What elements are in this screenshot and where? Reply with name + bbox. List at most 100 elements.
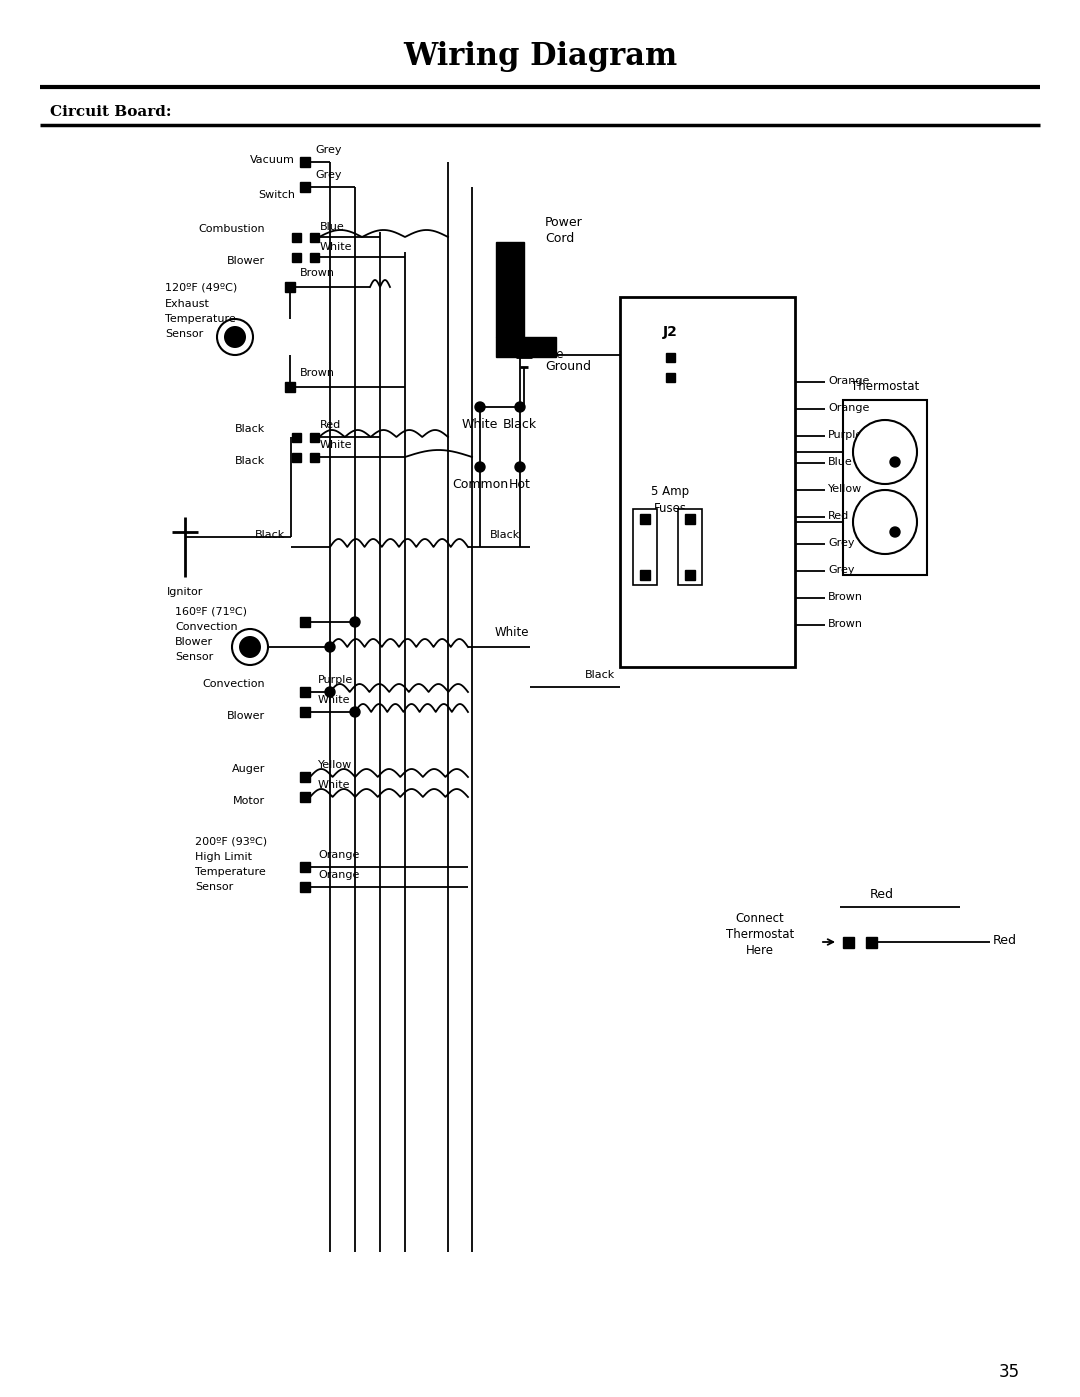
Text: 35: 35 bbox=[999, 1363, 1020, 1382]
Bar bbox=[665, 352, 675, 362]
Text: Combustion: Combustion bbox=[199, 224, 265, 235]
Text: Fuses: Fuses bbox=[653, 503, 687, 515]
Text: Temperature: Temperature bbox=[195, 868, 266, 877]
Text: Brown: Brown bbox=[300, 367, 335, 379]
Text: Black: Black bbox=[255, 529, 285, 541]
Bar bbox=[678, 509, 702, 585]
Text: Blue: Blue bbox=[320, 222, 345, 232]
Circle shape bbox=[890, 527, 900, 536]
Text: Black: Black bbox=[234, 455, 265, 467]
Text: Motor: Motor bbox=[233, 796, 265, 806]
Bar bbox=[866, 936, 877, 947]
Text: Orange: Orange bbox=[828, 376, 869, 386]
Bar bbox=[685, 514, 696, 524]
Bar bbox=[496, 337, 556, 358]
Text: White: White bbox=[320, 440, 352, 450]
Text: Black: Black bbox=[490, 529, 521, 541]
Text: Yellow: Yellow bbox=[828, 483, 862, 495]
Text: 200ºF (93ºC): 200ºF (93ºC) bbox=[195, 837, 267, 847]
Text: 5 Amp: 5 Amp bbox=[651, 486, 689, 499]
Text: Blue: Blue bbox=[828, 457, 853, 467]
Text: 5 V DC: 5 V DC bbox=[865, 398, 905, 411]
Circle shape bbox=[853, 490, 917, 555]
Text: Grey: Grey bbox=[828, 538, 854, 548]
Bar bbox=[292, 253, 300, 261]
Circle shape bbox=[350, 707, 360, 717]
Text: Sensor: Sensor bbox=[175, 652, 213, 662]
Circle shape bbox=[325, 687, 335, 697]
Text: White: White bbox=[495, 626, 529, 640]
Text: Thermostat: Thermostat bbox=[851, 380, 919, 394]
Text: Convection: Convection bbox=[175, 622, 238, 631]
Bar bbox=[640, 514, 650, 524]
Bar bbox=[300, 882, 310, 893]
Circle shape bbox=[224, 326, 246, 348]
Text: Ground: Ground bbox=[545, 360, 591, 373]
Bar bbox=[285, 282, 295, 292]
Bar bbox=[843, 936, 854, 947]
Text: Auger: Auger bbox=[231, 764, 265, 774]
Bar bbox=[685, 570, 696, 580]
Bar bbox=[300, 862, 310, 872]
Text: Black: Black bbox=[234, 425, 265, 434]
Text: Grey: Grey bbox=[315, 170, 341, 180]
Bar bbox=[665, 373, 675, 381]
Text: Brown: Brown bbox=[828, 619, 863, 629]
Text: Wiring Diagram: Wiring Diagram bbox=[403, 42, 677, 73]
Bar bbox=[310, 232, 319, 242]
Circle shape bbox=[325, 643, 335, 652]
Bar bbox=[496, 242, 524, 337]
Text: Red: Red bbox=[828, 511, 849, 521]
Text: Power: Power bbox=[545, 215, 583, 229]
Text: White: White bbox=[320, 242, 352, 251]
Bar bbox=[292, 232, 300, 242]
Text: Temperature: Temperature bbox=[165, 314, 235, 324]
Text: Orange: Orange bbox=[318, 849, 360, 861]
Text: Connect: Connect bbox=[735, 912, 784, 925]
Circle shape bbox=[350, 617, 360, 627]
Text: Purple: Purple bbox=[828, 430, 863, 440]
Bar bbox=[310, 253, 319, 261]
Circle shape bbox=[475, 402, 485, 412]
Text: Sensor: Sensor bbox=[195, 882, 233, 893]
Circle shape bbox=[475, 462, 485, 472]
Text: Brown: Brown bbox=[300, 268, 335, 278]
Circle shape bbox=[217, 319, 253, 355]
Bar bbox=[633, 509, 657, 585]
Text: Blower: Blower bbox=[227, 256, 265, 265]
Text: Circuit Board:: Circuit Board: bbox=[50, 105, 172, 119]
Text: White: White bbox=[530, 348, 565, 360]
Circle shape bbox=[515, 462, 525, 472]
Text: Exhaust: Exhaust bbox=[165, 299, 210, 309]
Text: White: White bbox=[462, 419, 498, 432]
Text: Red: Red bbox=[320, 420, 341, 430]
Text: Black: Black bbox=[585, 671, 616, 680]
Text: Black: Black bbox=[503, 419, 537, 432]
Bar bbox=[292, 433, 300, 441]
Bar bbox=[310, 453, 319, 461]
Text: J2: J2 bbox=[662, 326, 677, 339]
Text: 120ºF (49ºC): 120ºF (49ºC) bbox=[165, 282, 238, 292]
Bar bbox=[300, 156, 310, 168]
Bar bbox=[292, 453, 300, 461]
Bar bbox=[285, 381, 295, 393]
Text: 160ºF (71ºC): 160ºF (71ºC) bbox=[175, 608, 247, 617]
Text: Ignitor: Ignitor bbox=[166, 587, 203, 597]
Text: Here: Here bbox=[746, 944, 774, 957]
Text: Purple: Purple bbox=[318, 675, 353, 685]
Bar bbox=[300, 182, 310, 191]
Bar bbox=[843, 400, 927, 576]
Text: Vacuum: Vacuum bbox=[251, 155, 295, 165]
Text: White: White bbox=[318, 694, 351, 705]
Text: Blower: Blower bbox=[175, 637, 213, 647]
Text: High Limit: High Limit bbox=[195, 852, 252, 862]
Text: Sensor: Sensor bbox=[165, 330, 203, 339]
Text: Grey: Grey bbox=[828, 564, 854, 576]
Text: Orange: Orange bbox=[828, 402, 869, 414]
Text: Yellow: Yellow bbox=[318, 760, 352, 770]
Text: Red: Red bbox=[870, 887, 894, 901]
Circle shape bbox=[239, 636, 261, 658]
Text: Brown: Brown bbox=[828, 592, 863, 602]
Text: Switch: Switch bbox=[258, 190, 295, 200]
Bar bbox=[300, 773, 310, 782]
